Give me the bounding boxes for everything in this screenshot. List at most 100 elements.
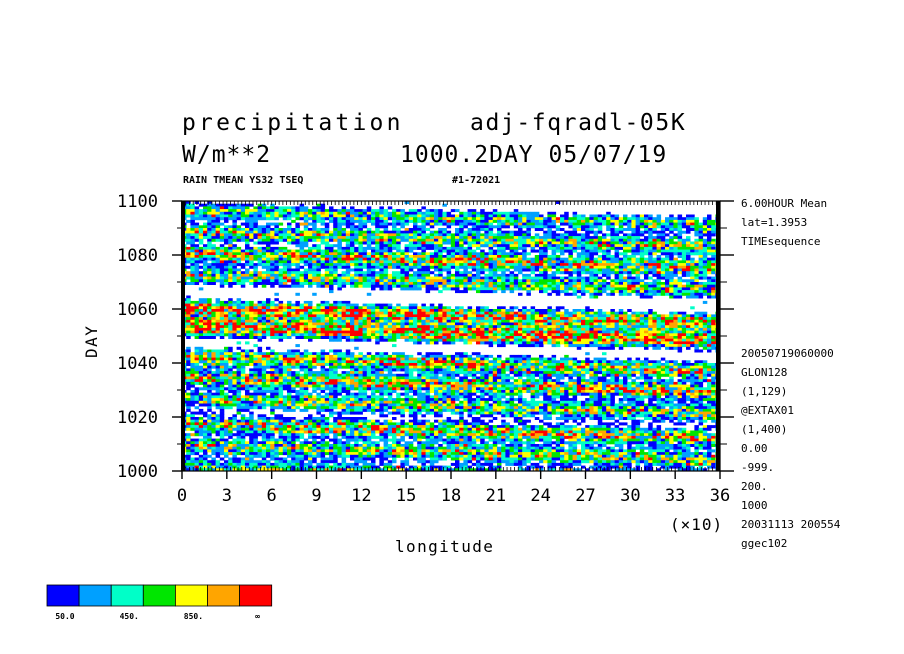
heatmap-cell xyxy=(539,260,544,264)
heatmap-cell xyxy=(623,271,628,275)
heatmap-cell xyxy=(186,246,191,250)
heatmap-cell xyxy=(312,238,317,242)
heatmap-cell xyxy=(476,214,481,218)
heatmap-cell xyxy=(526,319,531,323)
heatmap-cell xyxy=(354,306,359,310)
heatmap-cell xyxy=(358,233,363,237)
heatmap-cell xyxy=(345,319,351,323)
heatmap-cell xyxy=(665,252,670,256)
heatmap-cell xyxy=(635,233,641,237)
heatmap-cell xyxy=(413,211,418,215)
heatmap-cell xyxy=(690,225,695,229)
heatmap-cell xyxy=(652,263,657,267)
heatmap-cell xyxy=(387,276,393,280)
heatmap-cell xyxy=(324,252,330,256)
heatmap-cell xyxy=(408,284,414,288)
heatmap-cell xyxy=(253,303,258,307)
heatmap-cell xyxy=(295,327,300,331)
heatmap-cell xyxy=(303,252,309,256)
heatmap-cell xyxy=(501,317,506,321)
heatmap-cell xyxy=(547,263,552,267)
heatmap-cell xyxy=(471,225,477,229)
heatmap-cell xyxy=(488,219,494,223)
heatmap-cell xyxy=(434,330,439,334)
heatmap-cell xyxy=(534,244,540,248)
heatmap-cell xyxy=(656,282,662,285)
heatmap-cell xyxy=(501,263,506,267)
heatmap-cell xyxy=(354,236,359,240)
heatmap-cell xyxy=(387,211,393,215)
heatmap-cell xyxy=(270,309,275,312)
heatmap-cell xyxy=(501,273,506,277)
heatmap-cell xyxy=(707,290,712,294)
heatmap-cell xyxy=(400,330,405,334)
heatmap-cell xyxy=(438,271,443,275)
heatmap-cell xyxy=(639,255,645,258)
heatmap-cell xyxy=(228,282,233,285)
heatmap-cell xyxy=(240,317,246,321)
heatmap-cell xyxy=(345,268,351,272)
heatmap-cell xyxy=(245,255,250,258)
heatmap-cell xyxy=(555,228,561,231)
heatmap-cell xyxy=(434,209,439,213)
heatmap-cell xyxy=(614,228,620,231)
heatmap-cell xyxy=(560,279,565,283)
heatmap-cell xyxy=(644,317,649,321)
heatmap-cell xyxy=(648,222,653,226)
heatmap-cell xyxy=(639,292,645,296)
heatmap-cell xyxy=(702,282,708,285)
heatmap-cell xyxy=(253,206,258,210)
heatmap-cell xyxy=(282,211,288,215)
heatmap-cell xyxy=(270,306,275,310)
heatmap-cell xyxy=(530,284,536,288)
heatmap-cell xyxy=(635,244,641,248)
heatmap-cell xyxy=(413,273,418,277)
heatmap-cell xyxy=(345,238,351,242)
heatmap-cell xyxy=(681,217,687,221)
heatmap-cell xyxy=(274,225,279,229)
heatmap-cell xyxy=(198,336,204,339)
heatmap-cell xyxy=(543,265,548,269)
heatmap-cell xyxy=(669,260,674,264)
heatmap-cell xyxy=(585,217,590,221)
heatmap-cell xyxy=(627,268,632,272)
heatmap-cell xyxy=(274,222,279,226)
heatmap-cell xyxy=(476,241,481,245)
heatmap-cell xyxy=(429,246,435,250)
heatmap-cell xyxy=(358,325,363,329)
heatmap-cell xyxy=(492,314,498,318)
heatmap-cell xyxy=(266,222,271,226)
heatmap-cell xyxy=(690,276,695,280)
heatmap-cell xyxy=(215,238,221,242)
heatmap-cell xyxy=(203,317,208,321)
heatmap-cell xyxy=(354,311,359,315)
heatmap-cell xyxy=(266,263,271,267)
heatmap-cell xyxy=(236,317,242,321)
heatmap-cell xyxy=(350,238,355,242)
heatmap-cell xyxy=(623,292,628,296)
heatmap-cell xyxy=(467,238,473,242)
heatmap-cell xyxy=(673,325,678,329)
heatmap-cell xyxy=(194,246,200,250)
heatmap-cell xyxy=(501,290,506,294)
heatmap-cell xyxy=(539,314,544,318)
heatmap-cell xyxy=(560,284,565,288)
heatmap-cell xyxy=(547,244,552,248)
heatmap-cell xyxy=(648,292,653,296)
heatmap-cell xyxy=(425,246,431,250)
heatmap-cell xyxy=(198,255,204,258)
heatmap-cell xyxy=(400,268,405,272)
heatmap-cell xyxy=(488,309,494,312)
heatmap-cell xyxy=(362,263,368,267)
heatmap-cell xyxy=(266,214,271,218)
heatmap-cell xyxy=(534,314,540,318)
heatmap-cell xyxy=(698,325,704,329)
heatmap-cell xyxy=(287,271,292,275)
heatmap-cell xyxy=(236,298,242,302)
heatmap-cell xyxy=(421,238,426,242)
heatmap-cell xyxy=(270,260,275,264)
heatmap-cell xyxy=(295,306,300,310)
heatmap-cell xyxy=(606,244,611,248)
heatmap-cell xyxy=(253,311,258,315)
heatmap-cell xyxy=(660,257,666,261)
